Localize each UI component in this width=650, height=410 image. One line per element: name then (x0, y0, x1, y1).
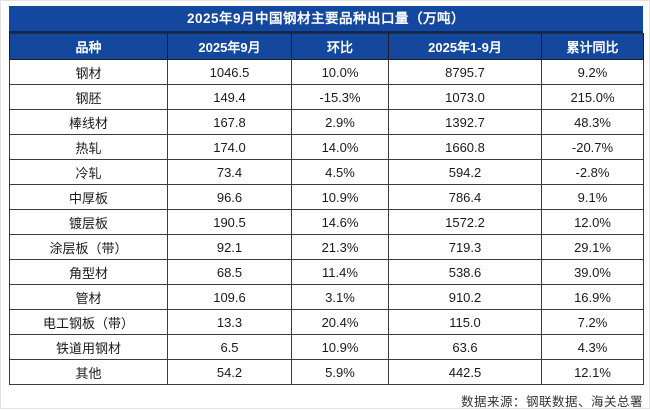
variety-cell: 棒线材 (9, 109, 168, 135)
value-cell: 1046.5 (167, 59, 292, 85)
value-cell: 9.2% (541, 59, 644, 85)
table-row: 钢材 1046.5 10.0% 8795.7 9.2% (9, 59, 644, 85)
value-cell: 2.9% (291, 109, 389, 135)
value-cell: 1073.0 (388, 84, 542, 110)
table-row: 铁道用钢材 6.5 10.9% 63.6 4.3% (9, 334, 644, 360)
table-row: 镀层板 190.5 14.6% 1572.2 12.0% (9, 209, 644, 235)
value-cell: 12.0% (541, 209, 644, 235)
value-cell: 9.1% (541, 184, 644, 210)
value-cell: 29.1% (541, 234, 644, 260)
table-row: 钢胚 149.4 -15.3% 1073.0 215.0% (9, 84, 644, 110)
value-cell: 4.5% (291, 159, 389, 185)
value-cell: 3.1% (291, 284, 389, 310)
variety-cell: 钢材 (9, 59, 168, 85)
value-cell: 73.4 (167, 159, 292, 185)
value-cell: 149.4 (167, 84, 292, 110)
header-row: 品种 2025年9月 环比 2025年1-9月 累计同比 (9, 33, 644, 60)
value-cell: 68.5 (167, 259, 292, 285)
value-cell: 13.3 (167, 309, 292, 335)
variety-cell: 涂层板（带） (9, 234, 168, 260)
value-cell: 1572.2 (388, 209, 542, 235)
variety-cell: 电工钢板（带） (9, 309, 168, 335)
table-body: 钢材 1046.5 10.0% 8795.7 9.2% 钢胚 149.4 -15.3% 1073… (9, 59, 644, 385)
table-row: 其他 54.2 5.9% 442.5 12.1% (9, 359, 644, 385)
table-head: 品种 2025年9月 环比 2025年1-9月 累计同比 (9, 33, 644, 60)
value-cell: 8795.7 (388, 59, 542, 85)
value-cell: 21.3% (291, 234, 389, 260)
table-row: 电工钢板（带） 13.3 20.4% 115.0 7.2% (9, 309, 644, 335)
value-cell: 1392.7 (388, 109, 542, 135)
variety-cell: 热轧 (9, 134, 168, 160)
data-source-note: 数据来源：钢联数据、海关总署 (460, 395, 643, 409)
value-cell: 115.0 (388, 309, 542, 335)
value-cell: 10.9% (291, 184, 389, 210)
value-cell: 39.0% (541, 259, 644, 285)
value-cell: 910.2 (388, 284, 542, 310)
value-cell: 7.2% (541, 309, 644, 335)
value-cell: 14.6% (291, 209, 389, 235)
table-title: 2025年9月中国钢材主要品种出口量（万吨） (9, 6, 643, 33)
value-cell: 20.4% (291, 309, 389, 335)
table-row: 中厚板 96.6 10.9% 786.4 9.1% (9, 184, 644, 210)
variety-cell: 冷轧 (9, 159, 168, 185)
value-cell: 54.2 (167, 359, 292, 385)
table-row: 棒线材 167.8 2.9% 1392.7 48.3% (9, 109, 644, 135)
variety-cell: 其他 (9, 359, 168, 385)
column-header: 环比 (291, 33, 389, 60)
value-cell: 48.3% (541, 109, 644, 135)
value-cell: 109.6 (167, 284, 292, 310)
column-header: 2025年9月 (167, 33, 292, 60)
value-cell: -2.8% (541, 159, 644, 185)
value-cell: 16.9% (541, 284, 644, 310)
value-cell: 594.2 (388, 159, 542, 185)
variety-cell: 铁道用钢材 (9, 334, 168, 360)
value-cell: 719.3 (388, 234, 542, 260)
variety-cell: 管材 (9, 284, 168, 310)
value-cell: 10.0% (291, 59, 389, 85)
table-row: 角型材 68.5 11.4% 538.6 39.0% (9, 259, 644, 285)
table-row: 管材 109.6 3.1% 910.2 16.9% (9, 284, 644, 310)
value-cell: 10.9% (291, 334, 389, 360)
value-cell: -20.7% (541, 134, 644, 160)
table-row: 冷轧 73.4 4.5% 594.2 -2.8% (9, 159, 644, 185)
value-cell: 12.1% (541, 359, 644, 385)
variety-cell: 角型材 (9, 259, 168, 285)
export-table: 2025年9月中国钢材主要品种出口量（万吨） 品种 2025年9月 环比 2025年1… (9, 6, 644, 385)
value-cell: 442.5 (388, 359, 542, 385)
value-cell: 92.1 (167, 234, 292, 260)
table-row: 热轧 174.0 14.0% 1660.8 -20.7% (9, 134, 644, 160)
value-cell: 215.0% (541, 84, 644, 110)
data-table: 品种 2025年9月 环比 2025年1-9月 累计同比 钢材 1046.5 10.0% 87… (9, 33, 644, 385)
value-cell: 4.3% (541, 334, 644, 360)
variety-cell: 钢胚 (9, 84, 168, 110)
value-cell: 190.5 (167, 209, 292, 235)
value-cell: 174.0 (167, 134, 292, 160)
table-row: 涂层板（带） 92.1 21.3% 719.3 29.1% (9, 234, 644, 260)
variety-cell: 镀层板 (9, 209, 168, 235)
value-cell: 11.4% (291, 259, 389, 285)
column-header: 累计同比 (541, 33, 644, 60)
value-cell: 1660.8 (388, 134, 542, 160)
value-cell: 14.0% (291, 134, 389, 160)
variety-cell: 中厚板 (9, 184, 168, 210)
value-cell: -15.3% (291, 84, 389, 110)
column-header: 2025年1-9月 (388, 33, 542, 60)
column-header: 品种 (9, 33, 168, 60)
value-cell: 63.6 (388, 334, 542, 360)
value-cell: 96.6 (167, 184, 292, 210)
value-cell: 538.6 (388, 259, 542, 285)
value-cell: 6.5 (167, 334, 292, 360)
value-cell: 167.8 (167, 109, 292, 135)
value-cell: 5.9% (291, 359, 389, 385)
value-cell: 786.4 (388, 184, 542, 210)
